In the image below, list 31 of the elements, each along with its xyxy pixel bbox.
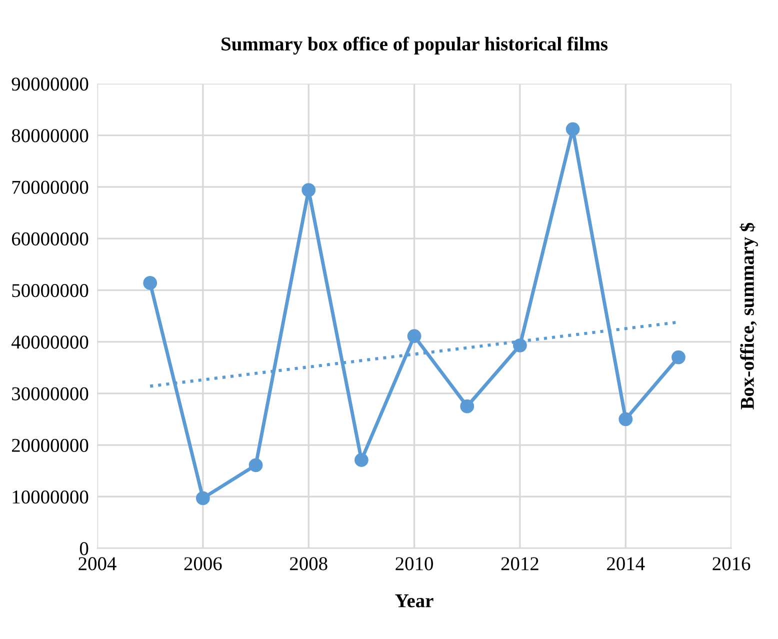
point: [618, 412, 633, 426]
x-axis-title: Year: [395, 594, 434, 608]
point: [248, 458, 263, 472]
x-tick-label: 2012: [501, 557, 538, 570]
y-tick-label: 10000000: [12, 490, 88, 504]
point: [302, 183, 316, 197]
y-tick-label: 0: [80, 542, 88, 556]
point: [354, 453, 368, 467]
y-tick-label: 30000000: [12, 387, 88, 400]
y-tick-label: 60000000: [12, 232, 88, 246]
y-tick-label: 50000000: [12, 284, 88, 298]
y-axis-title: Box-office, summary $: [740, 222, 758, 410]
x-tick-label: 2008: [290, 557, 328, 570]
x-tick-label: 2010: [396, 557, 433, 570]
x-tick-label: 2014: [607, 557, 645, 570]
point: [513, 338, 527, 352]
point: [196, 491, 210, 506]
point: [672, 350, 686, 364]
y-tick-label: 70000000: [12, 180, 88, 194]
y-tick-label: 20000000: [12, 438, 88, 452]
point: [566, 122, 580, 136]
y-tick-label: 80000000: [12, 129, 88, 142]
x-tick-label: 2016: [712, 557, 750, 570]
x-tick-label: 2006: [184, 557, 222, 570]
chart-title: Summary box office of popular historical films: [222, 36, 608, 55]
y-tick-label: 90000000: [12, 78, 88, 91]
point: [407, 329, 422, 344]
point: [460, 399, 474, 414]
y-tick-label: 40000000: [12, 336, 88, 349]
x-tick-label: 2004: [78, 557, 116, 570]
point: [143, 276, 158, 290]
